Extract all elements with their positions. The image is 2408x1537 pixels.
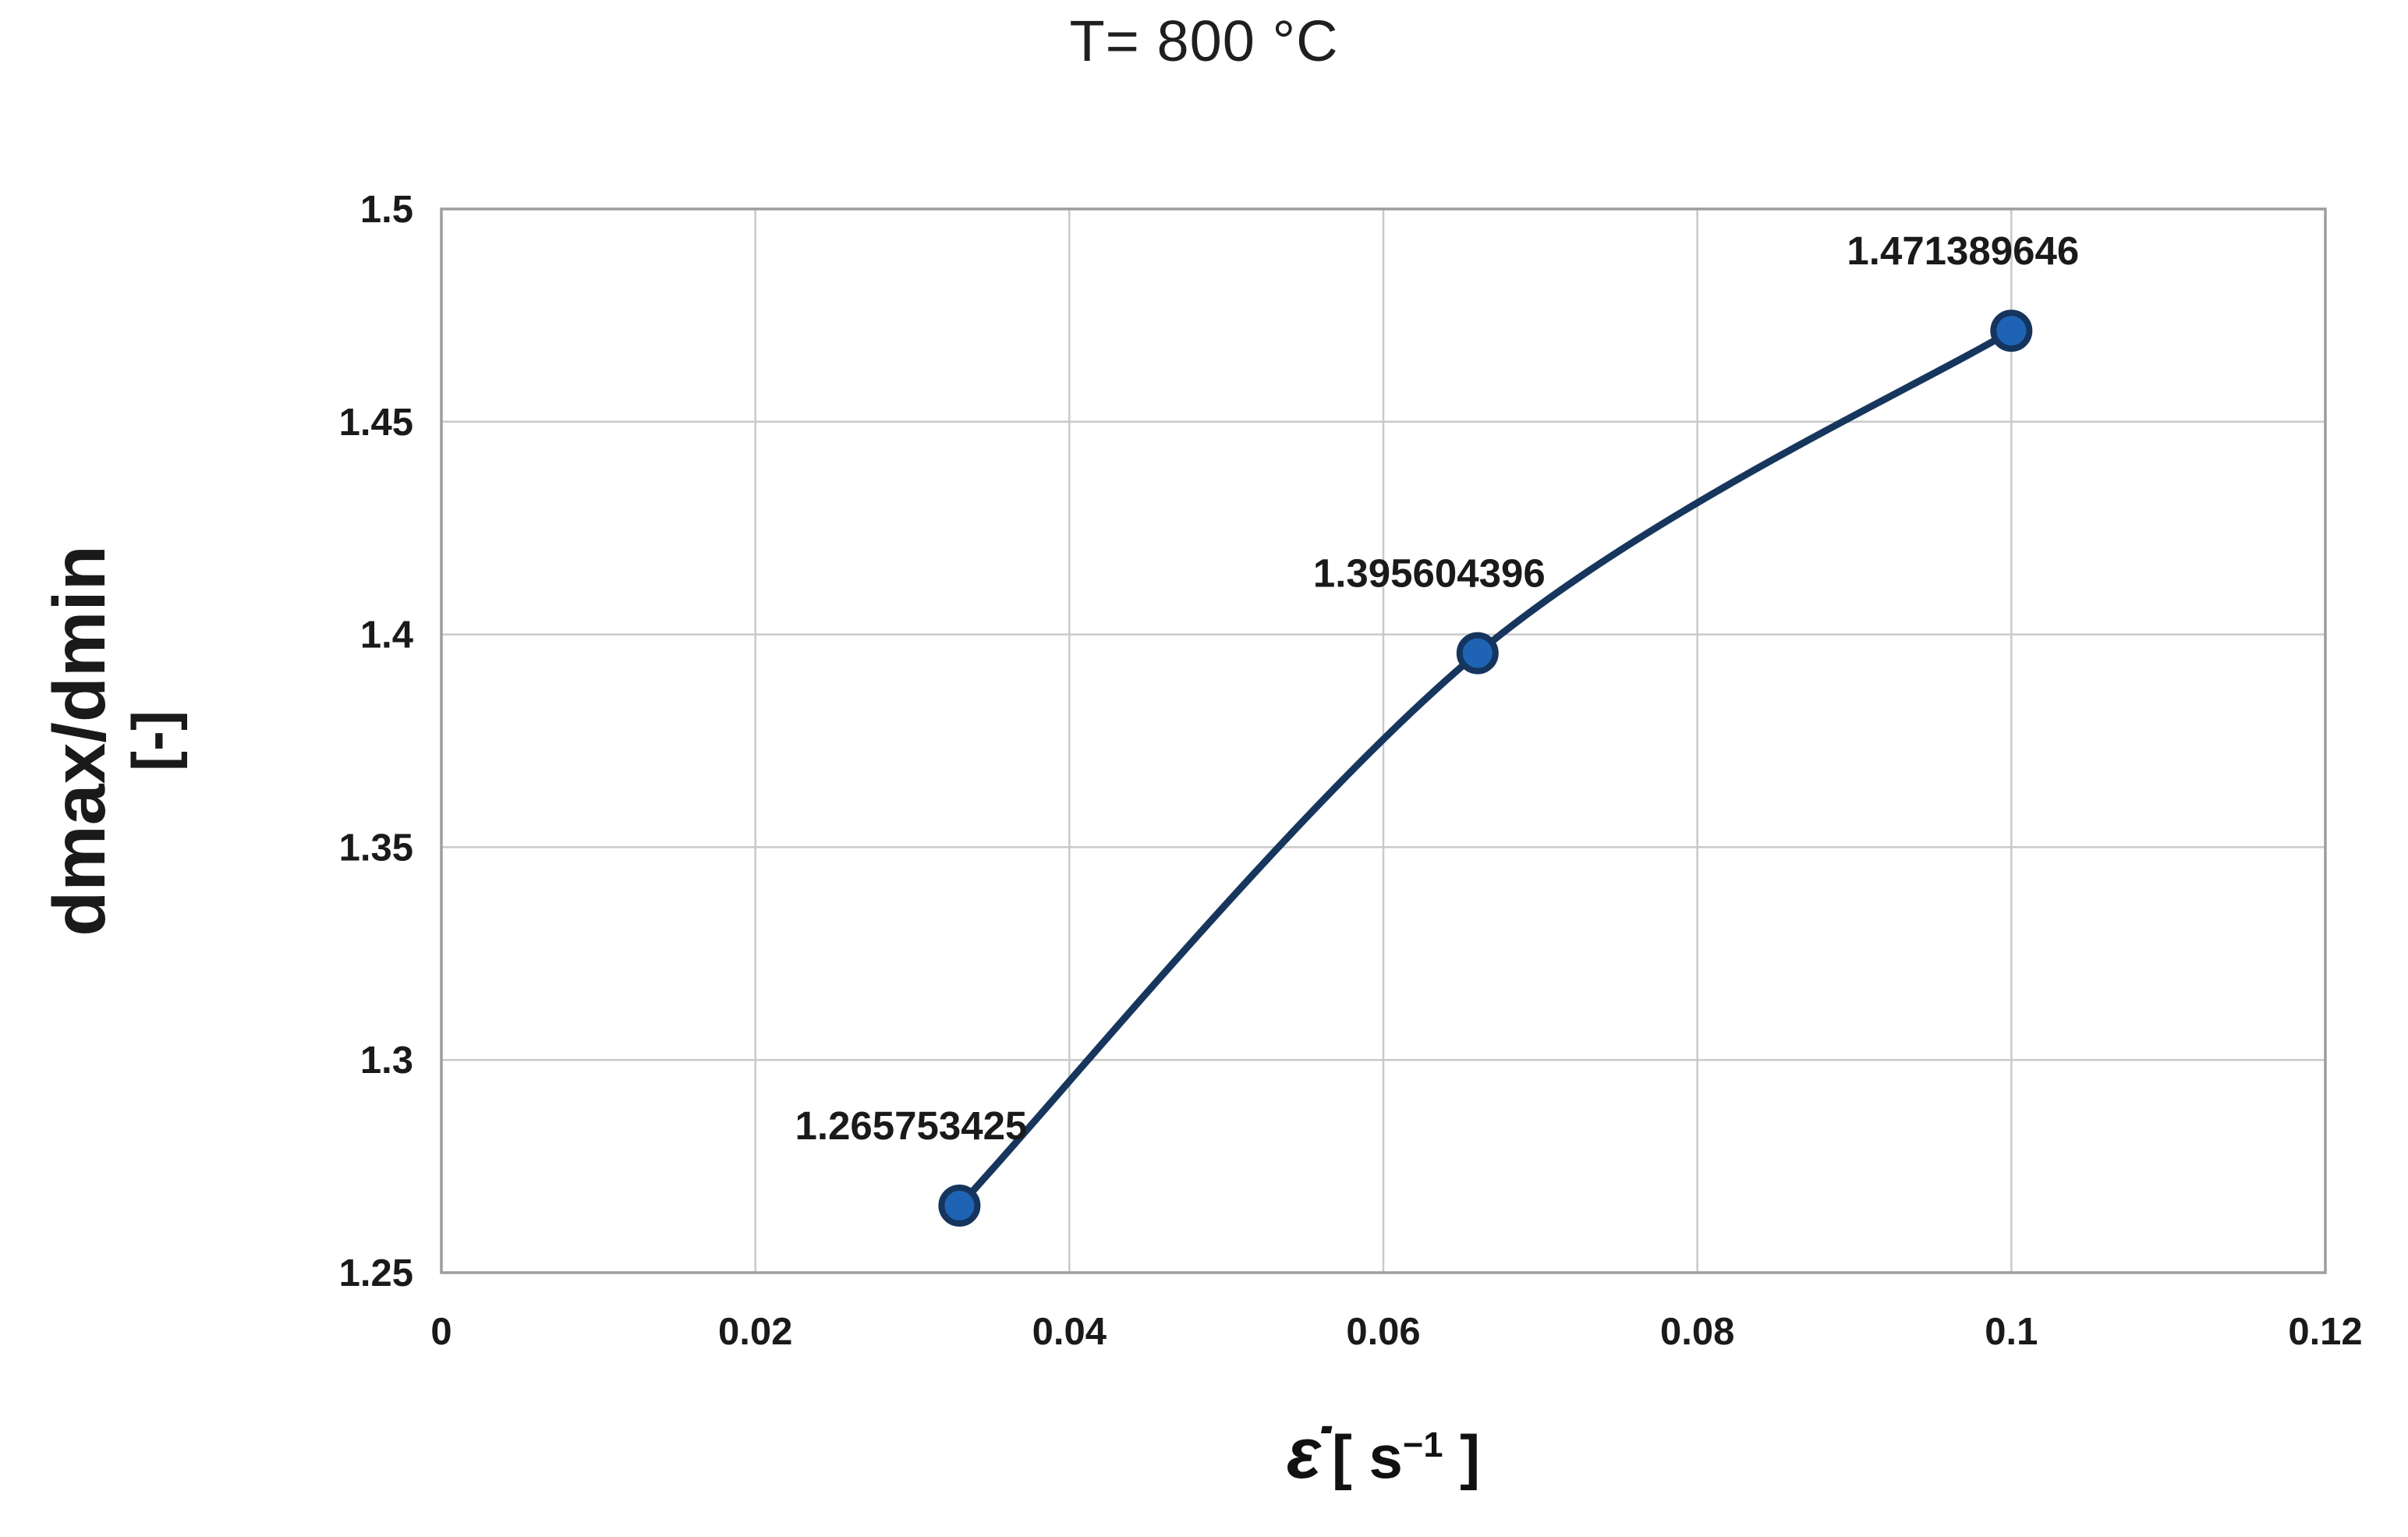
x-tick-label: 0: [430, 1311, 452, 1353]
y-tick-label: 1.35: [339, 827, 413, 869]
data-point: [1456, 632, 1499, 675]
x-axis-unit-prefix: [ s: [1331, 1422, 1403, 1491]
x-tick-label: 0.04: [1032, 1311, 1107, 1353]
data-point: [1990, 310, 2033, 352]
x-axis-title: ε̇[ s−1 ]: [441, 1413, 2325, 1495]
x-tick-label: 0.06: [1346, 1311, 1420, 1353]
x-tick-label: 0.02: [718, 1311, 792, 1353]
x-axis-symbol: ε̇: [1286, 1414, 1321, 1493]
y-tick-label: 1.5: [360, 189, 413, 231]
y-tick-label: 1.3: [360, 1039, 413, 1082]
x-tick-label: 0.12: [2288, 1311, 2362, 1353]
x-tick-label: 0.1: [1985, 1311, 2038, 1353]
x-axis-unit-suffix: ]: [1443, 1422, 1481, 1491]
y-tick-label: 1.25: [339, 1252, 413, 1294]
plot-border: [440, 207, 2327, 1274]
y-tick-label: 1.45: [339, 402, 413, 444]
data-point-label: 1.265753425: [795, 1103, 1027, 1148]
series-line: [955, 327, 2015, 1209]
y-tick-label: 1.4: [360, 614, 413, 657]
data-point-label: 1.471389646: [1847, 228, 2079, 273]
chart-title: T= 800 °C: [1069, 9, 1339, 73]
x-axis-unit-exponent: −1: [1402, 1425, 1443, 1464]
x-tick-label: 0.08: [1660, 1311, 1734, 1353]
data-point: [938, 1185, 981, 1227]
data-point-label: 1.395604396: [1313, 551, 1546, 596]
